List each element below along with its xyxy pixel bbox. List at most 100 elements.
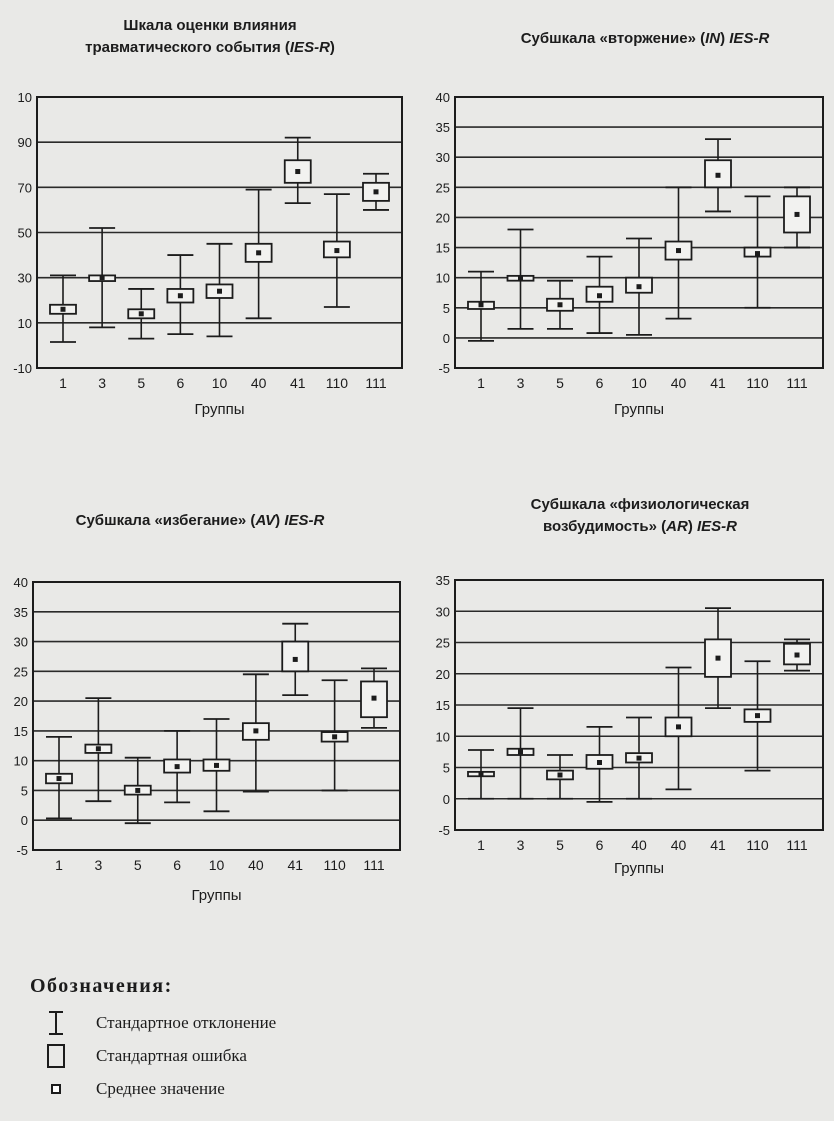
x-tick-label: 40 — [631, 837, 647, 853]
box-item-6 — [585, 725, 614, 803]
mean-marker — [56, 776, 62, 782]
legend-label-se: Стандартная ошибка — [96, 1045, 247, 1065]
box-item-3 — [506, 228, 535, 330]
x-tick-label: 6 — [596, 837, 604, 853]
x-tick-label: 10 — [631, 375, 647, 391]
y-tick-label: 20 — [436, 210, 450, 225]
box-item-40 — [664, 186, 693, 320]
chart-title: возбудимость» (AR) IES-R — [543, 518, 737, 535]
x-axis-label: Группы — [614, 401, 664, 418]
chart-title-run: AV — [254, 512, 277, 529]
box-item-111 — [783, 186, 811, 249]
x-tick-label: 10 — [209, 857, 225, 873]
y-tick-label: 35 — [14, 605, 28, 620]
y-tick-label: 15 — [14, 724, 28, 739]
y-tick-label: 25 — [14, 664, 28, 679]
box-item-1 — [467, 270, 495, 342]
chart-title-run: IES-R — [284, 512, 324, 529]
box-item-40 — [241, 673, 270, 793]
box-item-111 — [783, 638, 811, 672]
chart-title-run: Субшкала «вторжение» ( — [521, 30, 705, 47]
mean-marker — [715, 655, 721, 661]
mean-marker — [177, 293, 183, 299]
chart-title-run: ) — [688, 518, 697, 535]
mean-marker — [217, 288, 222, 294]
x-tick-label: 1 — [477, 837, 485, 853]
chart-title: травматического события (IES-R) — [85, 39, 335, 56]
mean-marker — [755, 251, 760, 257]
x-tick-label: 111 — [786, 837, 807, 853]
mean-marker — [292, 656, 298, 662]
mean-marker — [715, 172, 721, 178]
legend-label-mean: Среднее значение — [96, 1078, 225, 1098]
mean-marker — [518, 275, 523, 281]
mean-marker — [755, 713, 760, 719]
mean-marker — [478, 302, 484, 308]
mean-marker — [138, 311, 144, 317]
chart-panel-4: Субшкала «физиологическая возбудимость» (… — [436, 496, 824, 877]
x-tick-label: 3 — [517, 837, 525, 853]
x-axis-label: Группы — [614, 860, 664, 877]
y-tick-label: 35 — [436, 120, 450, 135]
mean-marker — [256, 250, 262, 256]
mean-marker — [99, 275, 105, 281]
y-tick-label: 5 — [443, 301, 450, 316]
x-tick-label: 3 — [94, 857, 102, 873]
box-item-5 — [127, 288, 156, 340]
mean-marker — [174, 764, 180, 770]
x-tick-label: 3 — [517, 375, 525, 391]
chart-title-run: Субшкала «избегание» ( — [76, 512, 256, 529]
plot-frame — [454, 96, 824, 369]
x-tick-label: 3 — [98, 375, 106, 391]
box-item-41 — [704, 607, 732, 710]
box-item-41 — [704, 138, 732, 213]
chart-title-run: травматического события ( — [85, 39, 290, 56]
chart-title-run: IES-R — [729, 30, 769, 47]
chart-panel-2: Субшкала «вторжение» (IN) IES-R-50510152… — [436, 30, 824, 418]
chart-title-run: ) — [330, 39, 335, 56]
plot-frame — [454, 579, 824, 831]
mean-marker — [676, 724, 681, 730]
y-tick-label: 10 — [14, 754, 28, 769]
plot-frame — [36, 96, 403, 369]
y-tick-label: 15 — [436, 241, 450, 256]
x-tick-label: 40 — [248, 857, 264, 873]
mean-marker — [332, 734, 338, 740]
x-tick-label: 111 — [786, 375, 807, 391]
figure-panels: Шкала оценки влияния травматического собы… — [13, 17, 824, 904]
chart-title-run: IES-R — [290, 39, 330, 56]
mean-marker — [60, 306, 66, 312]
box-item-10 — [202, 718, 231, 813]
chart-panel-1: Шкала оценки влияния травматического собы… — [13, 17, 403, 418]
box-item-40 — [664, 666, 693, 791]
y-tick-label: 5 — [21, 783, 28, 798]
chart-title-run: ) — [720, 30, 729, 47]
mean-marker — [214, 762, 219, 768]
x-tick-label: 41 — [287, 857, 303, 873]
chart-title: Шкала оценки влияния — [123, 17, 296, 34]
chart-title-run: IES-R — [697, 518, 737, 535]
plot-frame — [32, 581, 401, 851]
y-tick-label: 10 — [436, 271, 450, 286]
y-tick-label: 90 — [18, 135, 32, 150]
x-tick-label: 40 — [671, 375, 687, 391]
x-tick-label: 5 — [556, 375, 564, 391]
x-tick-label: 41 — [710, 375, 726, 391]
x-tick-label: 5 — [134, 857, 142, 873]
x-tick-label: 111 — [363, 857, 384, 873]
box-item-5 — [546, 754, 574, 800]
x-tick-label: 40 — [251, 375, 267, 391]
y-tick-label: 10 — [18, 316, 32, 331]
x-tick-label: 110 — [323, 857, 346, 873]
box-item-110 — [743, 195, 772, 309]
y-tick-label: 10 — [18, 90, 32, 105]
mean-marker — [478, 771, 484, 777]
mean-marker-icon — [36, 1075, 76, 1103]
mean-marker — [95, 746, 101, 752]
box-item-6 — [163, 729, 192, 804]
box-item-111 — [362, 172, 390, 211]
legend-label-sd: Стандартное отклонение — [96, 1012, 277, 1032]
y-tick-label: 25 — [436, 180, 450, 195]
x-tick-label: 110 — [746, 837, 769, 853]
x-tick-label: 5 — [137, 375, 145, 391]
